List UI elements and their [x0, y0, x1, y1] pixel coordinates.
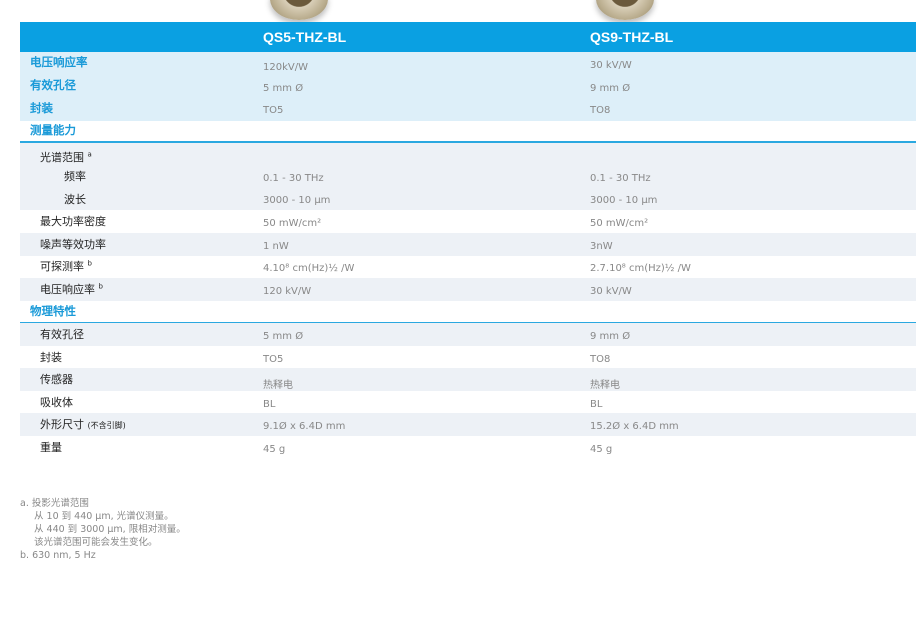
table-row: 传感器热释电 热释电 — [20, 368, 916, 392]
summary-value: TO5 — [263, 105, 284, 116]
row-value: 15.2Ø x 6.4D mm — [590, 421, 679, 433]
column-header-qs5: QS5-THZ-BL — [263, 29, 347, 45]
table-row: 电压响应率 b 120 kV/W 30 kV/W — [20, 277, 916, 301]
row-value: 0.1 - 30 THz — [263, 173, 324, 184]
table-row: 重量 45 g 45 g — [20, 436, 916, 459]
row-value: 30 kV/W — [590, 285, 632, 297]
row-value: 热释电 — [263, 380, 293, 392]
row-label: 光谱范围 a — [40, 150, 92, 164]
row-value: 45 g — [263, 444, 286, 455]
section-title: 测量能力 — [30, 123, 76, 137]
footnote-line: 该光谱范围可能会发生变化。 — [34, 537, 158, 548]
row-label: 电压响应率 b — [40, 282, 103, 296]
summary-value: 120kV/W — [263, 62, 308, 73]
table-header: QS5-THZ-BL QS9-THZ-BL — [20, 22, 916, 52]
detector-image-qs9 — [596, 0, 654, 20]
row-value: 9.1Ø x 6.4D mm — [263, 421, 346, 433]
row-label: 封装 — [40, 350, 62, 364]
footnote-b: b. 630 nm, 5 Hz — [20, 550, 96, 561]
row-value: 120 kV/W — [263, 285, 312, 297]
row-value: 3nW — [590, 240, 613, 252]
row-value: 50 mW/cm² — [263, 218, 322, 229]
row-value: 5 mm Ø — [263, 331, 304, 342]
row-value: TO5 — [263, 353, 284, 365]
table-row: 封装 TO5 TO8 — [20, 346, 916, 369]
row-value: 2.7.10⁸ cm(Hz)½ /W — [590, 263, 691, 275]
row-label: 频率 — [64, 170, 86, 183]
footnote-line: 从 440 到 3000 µm, 限相对测量。 — [34, 524, 186, 535]
row-value: 0.1 - 30 THz — [590, 173, 651, 184]
row-label: 最大功率密度 — [40, 215, 106, 228]
section-physical: 物理特性 — [20, 302, 916, 324]
summary-label: 封装 — [30, 101, 53, 115]
footnote-line: 从 10 到 440 µm, 光谱仪测量。 — [34, 511, 174, 522]
row-label: 波长 — [64, 193, 86, 206]
table-row: 噪声等效功率 1 nW 3nW — [20, 232, 916, 256]
row-value: 3000 - 10 µm — [263, 195, 331, 206]
section-title: 物理特性 — [30, 304, 76, 318]
table-row: 最大功率密度 50 mW/cm² 50 mW/cm² — [20, 210, 916, 233]
row-value: 热释电 — [590, 380, 620, 392]
footnote-a: a. 投影光谱范围 — [20, 498, 89, 509]
row-label: 噪声等效功率 — [40, 237, 106, 251]
table-row: 吸收体 BL BL — [20, 391, 916, 414]
row-value: 3000 - 10 µm — [590, 195, 658, 206]
summary-value: 30 kV/W — [590, 60, 632, 71]
row-label: 重量 — [40, 441, 62, 454]
row-label: 吸收体 — [40, 395, 73, 409]
summary-block: 电压响应率 120kV/W 30 kV/W 有效孔径 5 mm Ø 9 mm Ø… — [20, 52, 916, 121]
row-value: BL — [590, 398, 603, 410]
row-value: 45 g — [590, 444, 613, 455]
row-value: TO8 — [590, 353, 611, 365]
footnotes: a. 投影光谱范围 从 10 到 440 µm, 光谱仪测量。 从 440 到 … — [20, 497, 186, 562]
row-value: 50 mW/cm² — [590, 218, 649, 229]
table-row-spectral: 光谱范围 a 频率 0.1 - 30 THz 0.1 - 30 THz 波长 3… — [20, 143, 916, 210]
row-label: 有效孔径 — [40, 328, 84, 341]
detector-image-qs5 — [270, 0, 328, 20]
summary-value: 5 mm Ø — [263, 83, 304, 94]
section-measurement: 测量能力 — [20, 121, 916, 143]
row-value: 9 mm Ø — [590, 331, 631, 342]
table-row: 有效孔径 5 mm Ø 9 mm Ø — [20, 323, 916, 346]
row-label: 外形尺寸 (不含引脚) — [40, 418, 126, 432]
row-label: 可探测率 b — [40, 259, 92, 274]
summary-label: 电压响应率 — [30, 55, 88, 69]
table-row: 外形尺寸 (不含引脚) 9.1Ø x 6.4D mm 15.2Ø x 6.4D mm — [20, 413, 916, 437]
row-label: 传感器 — [40, 373, 73, 387]
row-value: 4.10⁸ cm(Hz)½ /W — [263, 263, 355, 275]
summary-value: 9 mm Ø — [590, 83, 631, 94]
column-header-qs9: QS9-THZ-BL — [590, 29, 674, 45]
row-value: BL — [263, 398, 276, 410]
summary-value: TO8 — [590, 105, 611, 116]
summary-label: 有效孔径 — [30, 78, 76, 92]
row-value: 1 nW — [263, 240, 289, 252]
table-row: 可探测率 b 4.10⁸ cm(Hz)½ /W 2.7.10⁸ cm(Hz)½ /W — [20, 255, 916, 278]
